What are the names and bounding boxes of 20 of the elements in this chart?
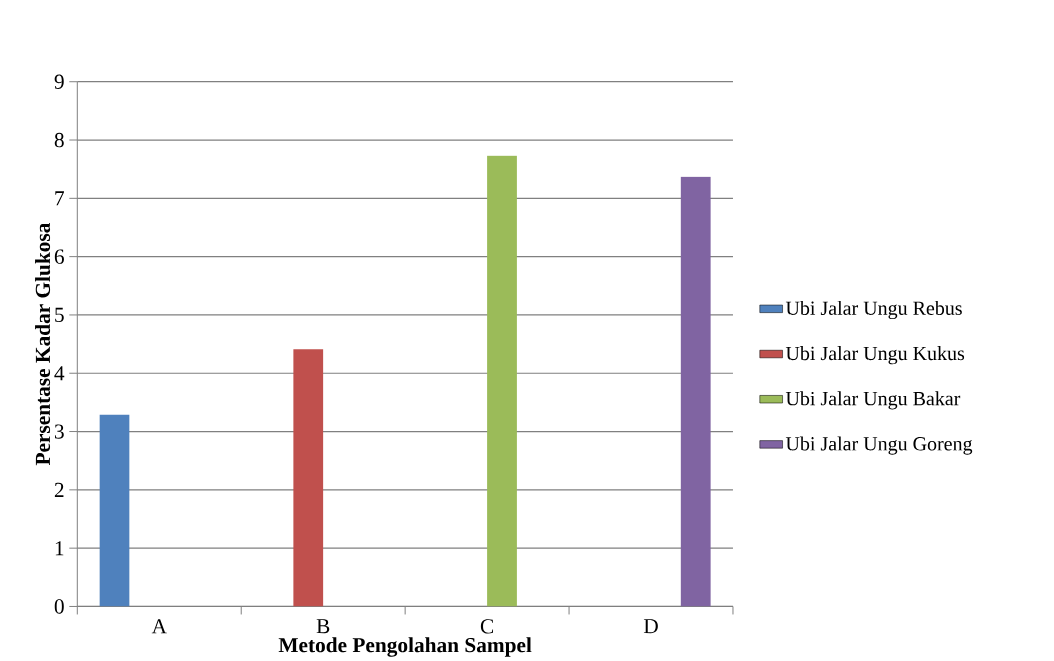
x-tick-label: B (316, 619, 330, 634)
x-axis-title: Metode Pengolahan Sampel (278, 637, 532, 657)
x-tick-label: A (151, 619, 167, 634)
y-axis-title: Persentase Kadar Glukosa (35, 222, 51, 466)
legend-label: Ubi Jalar Ungu Kukus (785, 345, 965, 365)
legend-label: Ubi Jalar Ungu Rebus (785, 300, 962, 319)
y-tick-label: 8 (54, 132, 64, 148)
legend-label: Ubi Jalar Ungu Bakar (785, 391, 961, 410)
y-tick-label: 1 (55, 541, 64, 556)
x-tick-label: C (480, 619, 494, 634)
y-tick-label: 3 (54, 424, 64, 439)
y-tick-label: 4 (54, 366, 65, 381)
y-tick-label: 0 (54, 599, 64, 614)
legend-label: Ubi Jalar Ungu Goreng (785, 436, 973, 455)
x-tick-label: D (643, 619, 658, 634)
y-tick-label: 9 (54, 74, 64, 89)
y-tick-label: 5 (55, 307, 64, 322)
y-tick-label: 6 (54, 249, 64, 264)
y-tick-label: 7 (55, 191, 64, 206)
y-tick-label: 2 (54, 482, 64, 497)
